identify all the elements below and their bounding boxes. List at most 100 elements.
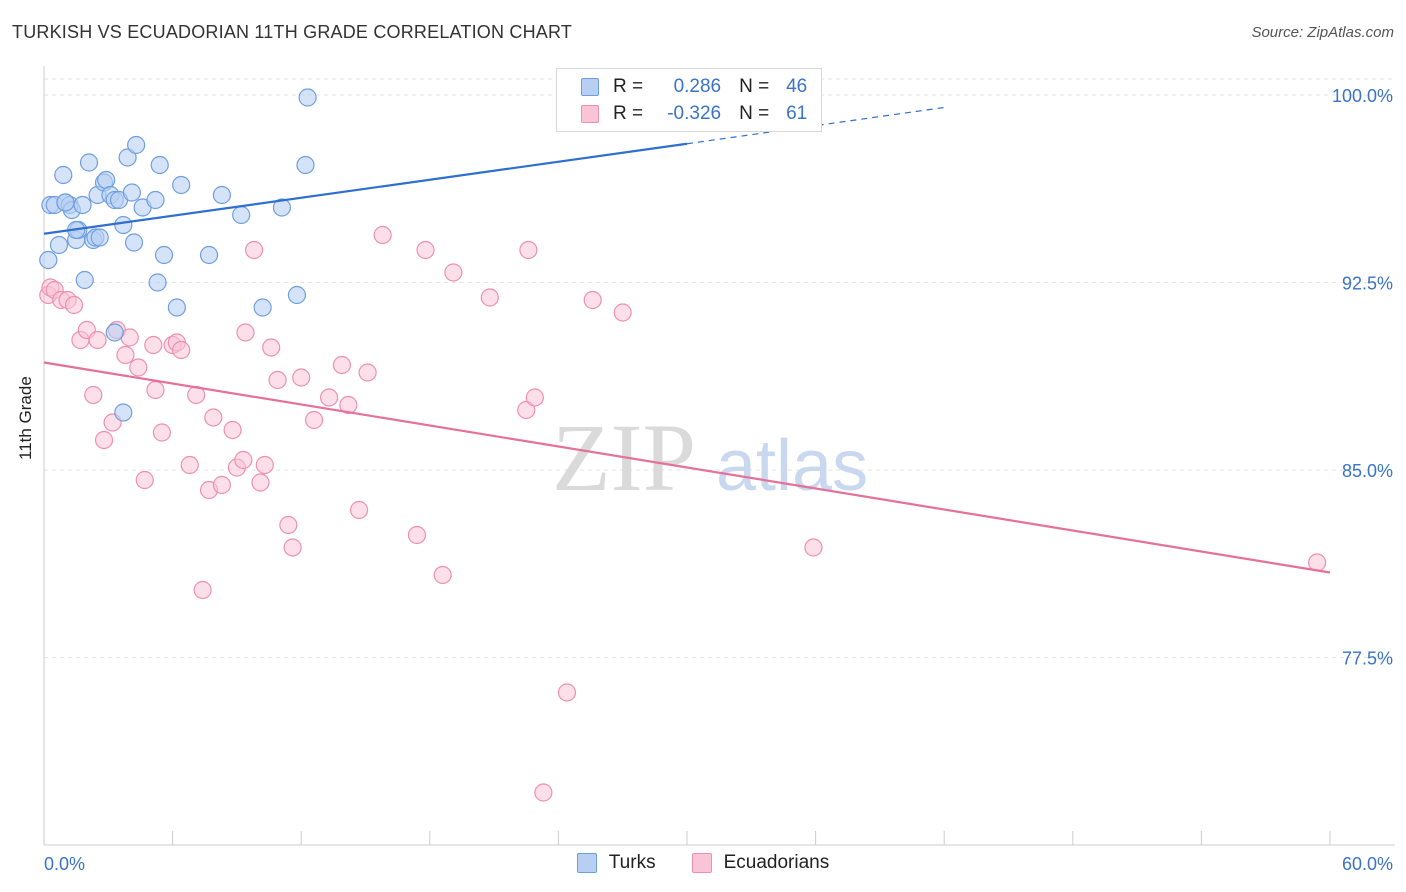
ecuadorians-point (433, 565, 452, 585)
ecuadorians-point (172, 340, 191, 360)
r-value: 0.286 (673, 76, 722, 97)
ecuadorians-point (135, 470, 154, 490)
legend-item-ecuadorians[interactable]: Ecuadorians (691, 852, 830, 874)
y-tick-label: 92.5% (1342, 274, 1393, 294)
tick-labels: 77.5% 85.0% 92.5% 100.0% 0.0% 60.0% (44, 86, 1393, 874)
turks-point (79, 153, 99, 172)
ecuadorians-point (64, 295, 84, 315)
ecuadorians-point (120, 328, 139, 347)
ecuadorians-points (39, 225, 1327, 802)
correlation-legend: R = 0.286 N = 46 R = -0.326 N = 61 (556, 68, 822, 132)
legend-row-ecuadorians: R = -0.326 N = 61 (581, 102, 807, 126)
turks-point (124, 233, 144, 252)
turks-point (287, 285, 307, 305)
ecuadorians-point (262, 338, 281, 357)
turks-point (105, 323, 124, 342)
ecuadorians-point (349, 500, 369, 520)
ecuadorians-point (84, 385, 103, 405)
ecuadorians-point (129, 358, 148, 377)
turks-point (90, 228, 109, 247)
ecuadorians-point (373, 225, 392, 245)
ecuadorians-point (212, 475, 231, 495)
chart-title: TURKISH VS ECUADORIAN 11TH GRADE CORRELA… (12, 22, 573, 42)
ecuadorians-point (804, 538, 823, 557)
ecuadorians-point (304, 410, 324, 430)
legend-label-ecuadorians: Ecuadorians (723, 852, 830, 873)
ecuadorians-point (332, 355, 352, 375)
ecuadorians-point (525, 388, 544, 407)
turks-point (167, 298, 186, 317)
ecuadorians-point (251, 473, 270, 492)
turks-point (298, 88, 317, 107)
ecuadorians-point (283, 538, 302, 557)
turks-point (49, 235, 69, 255)
ecuadorians-point (339, 395, 358, 415)
turks-point (172, 175, 191, 195)
ecuadorians-point (358, 363, 377, 382)
turks-swatch (576, 853, 597, 873)
ecuadorians-point (255, 455, 274, 475)
ecuadorians-point (268, 370, 287, 390)
turks-swatch (581, 78, 599, 96)
ecuadorians-point (416, 240, 435, 260)
turks-point (114, 215, 133, 235)
ecuadorians-point (444, 263, 463, 282)
ecuadorians-point (557, 683, 577, 702)
ecuadorians-swatch (581, 105, 599, 123)
legend-label-turks: Turks (608, 852, 656, 873)
y-tick-label: 77.5% (1342, 649, 1393, 669)
ecuadorians-point (534, 783, 553, 802)
x-tick-label: 0.0% (44, 854, 85, 874)
ecuadorians-point (279, 515, 298, 535)
turks-point (154, 245, 174, 265)
source-label: Source: ZipAtlas.com (1251, 24, 1394, 41)
ecuadorians-point (146, 380, 165, 400)
ecuadorians-point (319, 388, 339, 407)
turks-point (127, 135, 146, 155)
turks-points (39, 88, 317, 422)
ecuadorians-point (144, 335, 163, 355)
ecuadorians-point (480, 288, 499, 307)
ecuadorians-point (613, 303, 632, 322)
ecuadorians-point (180, 455, 199, 475)
legend-item-turks[interactable]: Turks (576, 852, 656, 874)
r-label: R = (613, 103, 644, 124)
y-tick-label: 100.0% (1332, 86, 1393, 106)
turks-point (54, 165, 73, 185)
turks-point (97, 170, 116, 190)
ecuadorians-point (152, 423, 171, 442)
ecuadorians-point (292, 368, 311, 387)
turks-point (212, 185, 231, 205)
turks-point (39, 250, 58, 270)
n-value: 46 (786, 76, 808, 97)
ecuadorians-point (407, 525, 427, 545)
n-label: N = (739, 103, 770, 124)
r-label: R = (613, 76, 644, 97)
gridlines (44, 78, 1395, 658)
turks-point (296, 155, 315, 175)
turks-point (75, 270, 94, 290)
y-tick-label: 85.0% (1342, 461, 1393, 481)
series-legend: Turks Ecuadorians (0, 852, 1406, 874)
turks-point (253, 298, 272, 317)
turks-point (56, 193, 75, 212)
turks-point (272, 198, 292, 217)
r-value: -0.326 (667, 103, 722, 124)
trendlines (43, 106, 1331, 574)
legend-row-turks: R = 0.286 N = 46 (581, 75, 807, 99)
turks-point (150, 155, 169, 175)
ecuadorians-point (94, 430, 114, 450)
turks-point (73, 195, 92, 215)
axes (43, 66, 1395, 846)
ecuadorians-point (204, 408, 223, 427)
ecuadorians-point (88, 330, 107, 350)
ecuadorians-point (193, 580, 212, 600)
ecuadorians-point (236, 323, 255, 342)
ecuadorians-point (116, 345, 135, 365)
x-tick-label: 60.0% (1342, 854, 1393, 874)
ecuadorians-point (244, 240, 264, 260)
watermark: ZIP atlas (552, 404, 868, 511)
turks-point (199, 245, 219, 265)
turks-point (232, 205, 251, 225)
